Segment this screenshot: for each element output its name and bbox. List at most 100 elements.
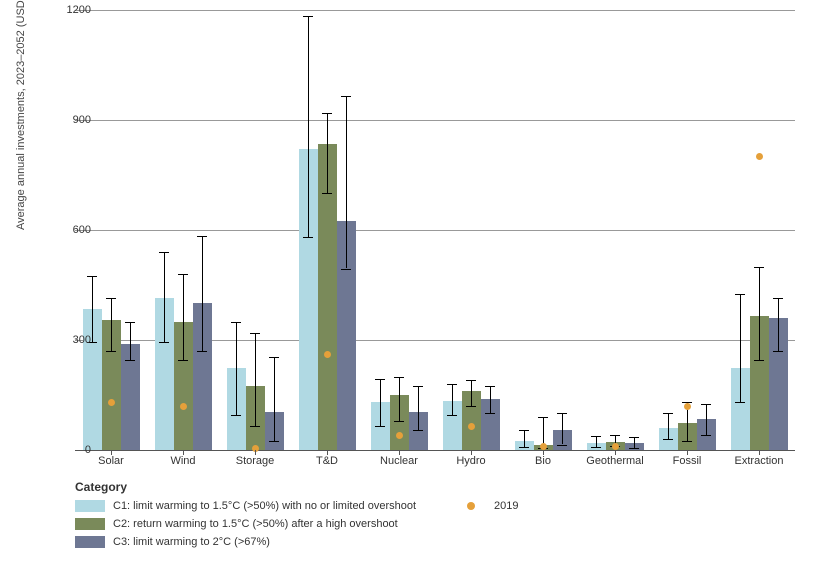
error-cap: [125, 360, 135, 361]
error-bar: [308, 16, 309, 238]
error-cap: [629, 448, 639, 449]
error-cap: [447, 384, 457, 385]
error-cap: [485, 413, 495, 414]
error-cap: [178, 360, 188, 361]
legend-item: 2019: [456, 500, 518, 512]
error-cap: [735, 402, 745, 403]
error-bar: [327, 113, 328, 194]
point-2019: [684, 403, 691, 410]
error-cap: [231, 415, 241, 416]
error-bar: [562, 413, 563, 444]
error-cap: [663, 439, 673, 440]
error-cap: [591, 447, 601, 448]
x-tick-label: Nuclear: [380, 455, 418, 467]
legend-title: Category: [75, 480, 519, 494]
error-bar: [399, 377, 400, 421]
error-bar: [274, 357, 275, 441]
legend-swatch: [75, 518, 105, 530]
x-tick-label: Bio: [535, 455, 551, 467]
error-bar: [452, 384, 453, 415]
y-tick-label: 300: [51, 334, 91, 346]
error-bar: [596, 436, 597, 447]
error-cap: [303, 16, 313, 17]
error-bar: [471, 380, 472, 406]
legend-swatch: [75, 536, 105, 548]
plot-area: [75, 10, 795, 450]
gridline: [75, 230, 795, 231]
error-bar: [380, 379, 381, 427]
error-cap: [269, 441, 279, 442]
error-cap: [159, 342, 169, 343]
point-2019: [612, 443, 619, 450]
error-cap: [557, 413, 567, 414]
error-cap: [197, 236, 207, 237]
error-cap: [250, 333, 260, 334]
error-cap: [413, 430, 423, 431]
gridline: [75, 10, 795, 11]
legend-label: C3: limit warming to 2°C (>67%): [113, 536, 270, 548]
error-bar: [164, 252, 165, 342]
legend: Category C1: limit warming to 1.5°C (>50…: [75, 480, 519, 548]
point-2019: [324, 351, 331, 358]
error-cap: [466, 406, 476, 407]
x-tick-label: Fossil: [673, 455, 702, 467]
x-tick-label: Extraction: [735, 455, 784, 467]
error-bar: [255, 333, 256, 427]
error-cap: [466, 380, 476, 381]
error-cap: [197, 351, 207, 352]
error-cap: [773, 298, 783, 299]
error-cap: [754, 360, 764, 361]
point-2019: [540, 443, 547, 450]
error-cap: [754, 267, 764, 268]
x-tick-label: Storage: [236, 455, 275, 467]
investment-chart: Average annual investments, 2023–2052 (U…: [0, 0, 821, 564]
error-bar: [236, 322, 237, 416]
error-bar: [92, 276, 93, 342]
error-cap: [125, 322, 135, 323]
error-cap: [413, 386, 423, 387]
error-cap: [269, 357, 279, 358]
error-cap: [375, 379, 385, 380]
legend-item: C3: limit warming to 2°C (>67%): [75, 536, 416, 548]
x-tick-label: Solar: [98, 455, 124, 467]
y-tick-label: 600: [51, 224, 91, 236]
legend-label: C2: return warming to 1.5°C (>50%) after…: [113, 518, 398, 530]
x-tick-label: Hydro: [456, 455, 485, 467]
error-cap: [485, 386, 495, 387]
x-tick-label: Geothermal: [586, 455, 643, 467]
error-cap: [106, 298, 116, 299]
error-cap: [394, 421, 404, 422]
point-2019: [396, 432, 403, 439]
point-2019: [180, 403, 187, 410]
error-bar: [183, 274, 184, 360]
error-bar: [706, 404, 707, 435]
error-cap: [303, 237, 313, 238]
error-bar: [778, 298, 779, 351]
error-cap: [394, 377, 404, 378]
legend-label: C1: limit warming to 1.5°C (>50%) with n…: [113, 500, 416, 512]
error-cap: [682, 441, 692, 442]
gridline: [75, 120, 795, 121]
error-cap: [629, 437, 639, 438]
error-cap: [663, 413, 673, 414]
error-cap: [519, 447, 529, 448]
legend-item: C2: return warming to 1.5°C (>50%) after…: [75, 518, 416, 530]
error-cap: [87, 276, 97, 277]
error-bar: [634, 437, 635, 448]
error-cap: [250, 426, 260, 427]
error-bar: [490, 386, 491, 414]
error-cap: [106, 351, 116, 352]
error-bar: [346, 96, 347, 268]
error-bar: [668, 413, 669, 439]
error-cap: [701, 404, 711, 405]
error-cap: [341, 269, 351, 270]
error-cap: [231, 322, 241, 323]
error-cap: [519, 430, 529, 431]
error-cap: [375, 426, 385, 427]
error-cap: [341, 96, 351, 97]
legend-label: 2019: [494, 500, 518, 512]
error-cap: [701, 435, 711, 436]
error-bar: [418, 386, 419, 430]
error-cap: [538, 417, 548, 418]
error-cap: [735, 294, 745, 295]
